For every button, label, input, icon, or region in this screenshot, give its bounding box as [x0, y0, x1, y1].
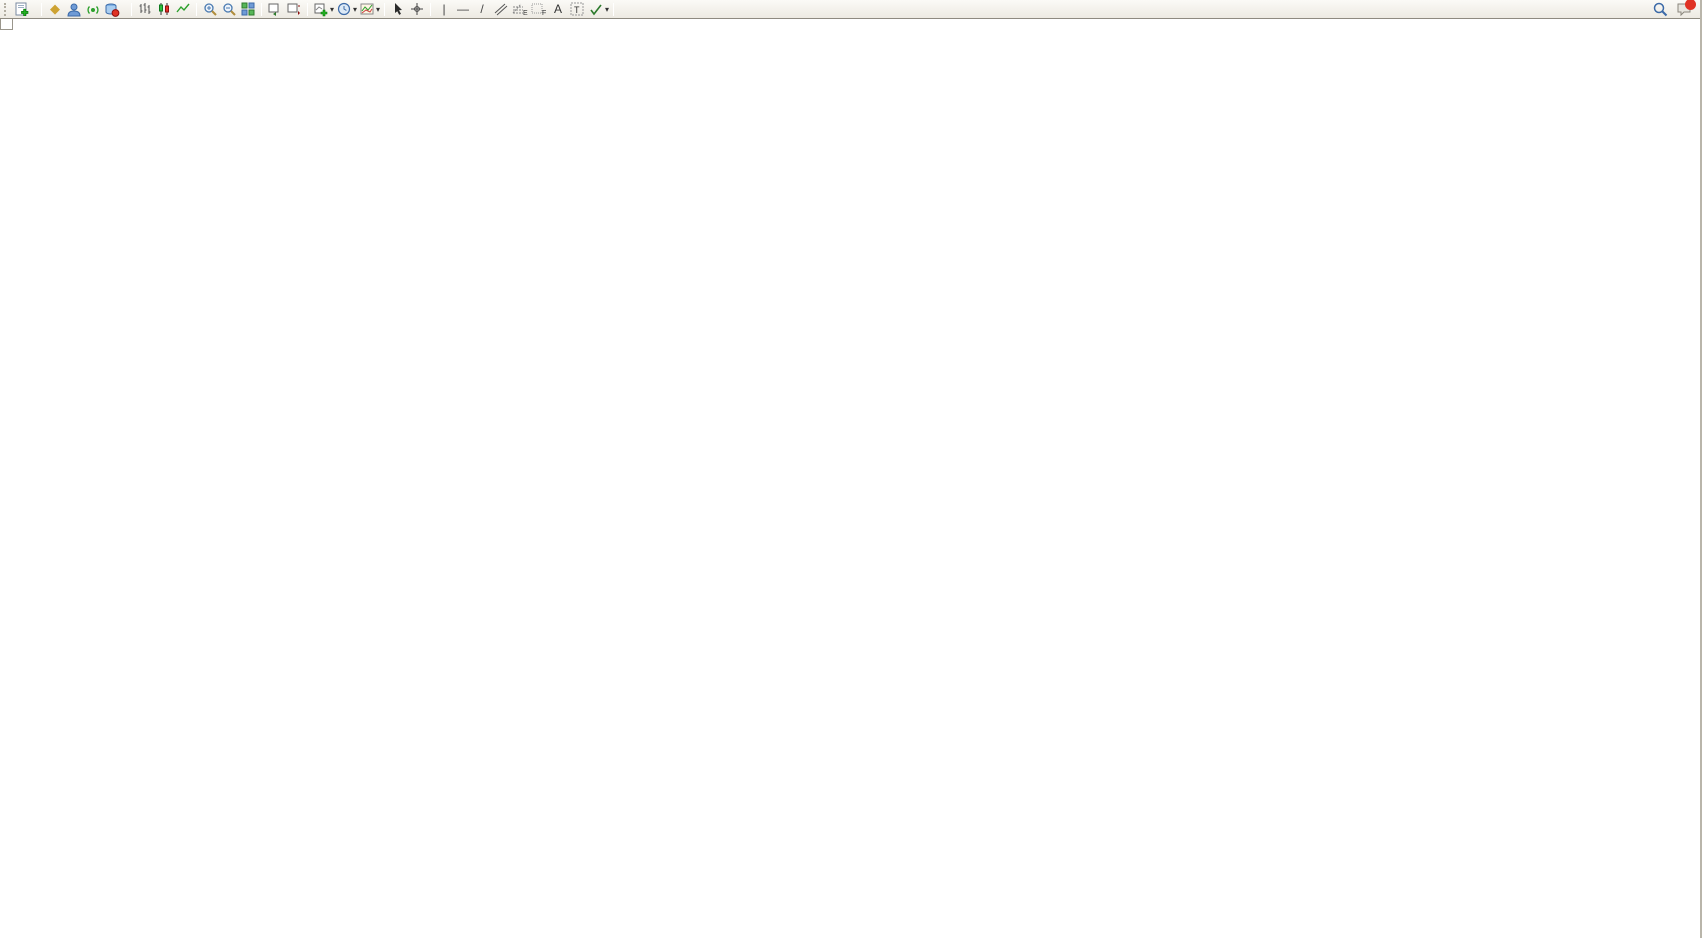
templates-icon[interactable] — [358, 1, 376, 17]
signals-icon[interactable] — [84, 1, 102, 17]
community-icon[interactable] — [65, 1, 83, 17]
fibonacci-expansion-icon[interactable]: F — [530, 1, 548, 17]
toolbar-separator — [384, 2, 386, 16]
text-icon[interactable]: A — [554, 2, 563, 16]
arrows-caret[interactable]: ▾ — [605, 4, 610, 14]
text-label-icon[interactable]: T — [568, 1, 586, 17]
templates-caret[interactable]: ▾ — [376, 4, 381, 14]
new-chart-caret[interactable]: ▾ — [330, 4, 335, 14]
toolbar: ◆ — [0, 0, 1700, 19]
crosshair-icon[interactable] — [408, 1, 426, 17]
svg-text:E: E — [523, 10, 528, 16]
search-icon[interactable] — [1651, 1, 1669, 17]
candlestick-chart-icon[interactable] — [155, 1, 173, 17]
arrows-icon[interactable] — [587, 1, 605, 17]
bar-chart-icon[interactable] — [136, 1, 154, 17]
horizontal-line-icon[interactable]: — — [457, 2, 470, 16]
toolbar-separator — [261, 2, 262, 16]
cascade-charts-icon[interactable] — [285, 1, 303, 17]
toolbar-separator — [430, 2, 432, 16]
toolbar-grip[interactable] — [4, 2, 9, 16]
toolbar-separator — [307, 2, 308, 16]
toolbar-separator — [41, 2, 42, 16]
history-gold-icon[interactable]: ◆ — [50, 1, 60, 16]
svg-text:F: F — [542, 10, 546, 16]
new-chart-icon[interactable] — [312, 1, 330, 17]
notification-badge — [1685, 0, 1696, 10]
toolbar-separator — [131, 2, 132, 16]
svg-text:T: T — [574, 5, 580, 15]
zoom-in-icon[interactable] — [201, 1, 219, 17]
channel-icon[interactable] — [492, 1, 510, 17]
line-chart-icon[interactable] — [174, 1, 192, 17]
toolbar-separator — [196, 2, 197, 16]
fibonacci-icon[interactable]: E — [511, 1, 529, 17]
arrange-charts-icon[interactable] — [266, 1, 284, 17]
periods-clock-icon[interactable] — [335, 1, 353, 17]
toolbar-separator — [613, 2, 615, 16]
zoom-out-icon[interactable] — [220, 1, 238, 17]
notifications-icon[interactable] — [1675, 0, 1696, 17]
autotrading-icon[interactable] — [103, 1, 121, 17]
tile-windows-icon[interactable] — [239, 1, 257, 17]
trendline-icon[interactable]: / — [480, 2, 484, 16]
vertical-line-icon[interactable]: | — [442, 2, 446, 16]
periods-clock-caret[interactable]: ▾ — [353, 4, 358, 14]
cursor-icon[interactable] — [389, 1, 407, 17]
new-order-icon[interactable] — [13, 1, 31, 17]
